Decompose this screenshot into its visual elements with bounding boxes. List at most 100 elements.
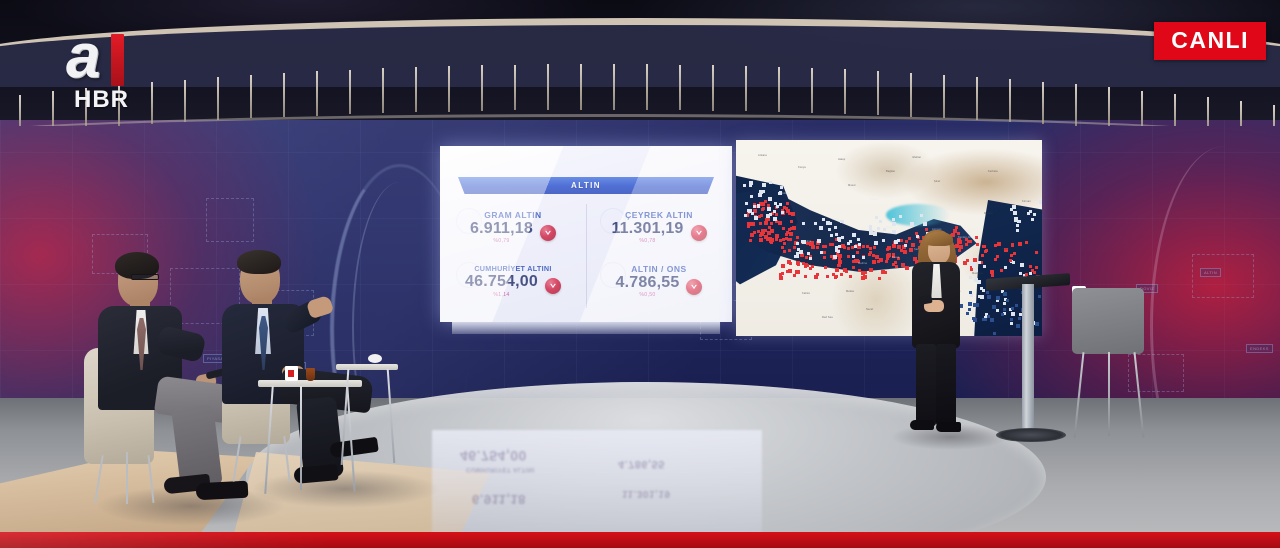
white-marker [779, 185, 783, 189]
railing-post [613, 64, 615, 110]
red-marker [769, 239, 773, 243]
white-marker [818, 226, 823, 231]
white-marker [969, 293, 973, 297]
red-marker [1025, 241, 1029, 245]
railing-post [877, 70, 879, 116]
red-marker [756, 230, 760, 234]
red-marker [782, 250, 786, 254]
blue-marker [1011, 307, 1015, 311]
red-marker [835, 252, 839, 256]
red-marker [747, 225, 751, 229]
blue-marker [1003, 308, 1007, 312]
red-marker [891, 253, 895, 257]
white-marker [882, 238, 886, 242]
white-marker [875, 216, 879, 220]
floor-reflection-altin: 46.754,00 CUMHURİYET ALTINI 6.911,18 4.7… [432, 430, 762, 538]
white-marker [1010, 208, 1014, 212]
red-marker [887, 246, 891, 250]
red-marker [837, 260, 842, 265]
blue-marker [1015, 304, 1019, 308]
red-marker [839, 272, 843, 276]
red-marker [891, 243, 896, 248]
chair-leg [126, 452, 128, 504]
red-marker [779, 272, 783, 276]
red-marker [789, 237, 793, 241]
red-marker [790, 211, 795, 216]
white-marker [873, 232, 878, 237]
hair [237, 250, 281, 274]
side-table-right [336, 364, 398, 370]
map-label: Kirman [1022, 200, 1031, 203]
map-label: Adana [782, 192, 791, 195]
red-marker [787, 227, 791, 231]
red-marker [760, 231, 765, 236]
red-marker [963, 261, 968, 266]
white-marker [773, 209, 777, 213]
map-label: Basra [892, 256, 900, 259]
white-marker [762, 182, 767, 187]
railing-post [415, 67, 417, 113]
blue-marker [996, 296, 1001, 301]
railing-post [646, 64, 648, 111]
railing-post [19, 94, 21, 126]
white-marker [1003, 298, 1007, 302]
white-marker [774, 202, 778, 205]
white-marker [910, 221, 915, 226]
map-label: Necef [866, 308, 874, 311]
red-marker [796, 270, 801, 275]
white-marker [816, 238, 821, 243]
hair-fringe [925, 232, 953, 246]
railing-post [151, 82, 153, 124]
blue-marker [993, 331, 997, 335]
red-marker [865, 244, 869, 248]
map-label: Mekke [846, 290, 855, 293]
blue-marker [975, 302, 980, 307]
altin-banner-title: ALTIN [571, 181, 601, 190]
red-marker [967, 240, 971, 244]
red-marker [797, 262, 801, 266]
red-marker [856, 245, 861, 250]
blue-marker [1006, 299, 1010, 303]
white-marker [1019, 271, 1023, 275]
blue-marker [973, 302, 978, 307]
red-marker [952, 228, 957, 233]
white-marker [838, 244, 842, 248]
red-marker [775, 212, 779, 216]
side-table-left [258, 380, 362, 387]
map-label: Şiraz [934, 180, 941, 183]
red-marker [900, 238, 904, 242]
white-marker [768, 212, 772, 216]
red-marker [782, 206, 786, 210]
white-marker [749, 184, 753, 188]
red-marker [781, 245, 785, 249]
red-marker [892, 263, 896, 267]
red-marker [911, 242, 916, 247]
coffee-mug [285, 366, 298, 381]
map-label: Medine [858, 262, 868, 265]
red-marker [810, 240, 815, 245]
white-marker [868, 231, 873, 236]
white-marker [762, 190, 766, 194]
red-marker [975, 243, 979, 246]
red-marker [775, 238, 779, 242]
white-marker [768, 197, 773, 202]
railing-post [811, 68, 813, 114]
red-marker [884, 260, 888, 264]
red-marker [791, 225, 796, 230]
red-marker [993, 244, 997, 248]
blue-marker [1015, 324, 1020, 329]
mug-logo [288, 370, 294, 377]
red-marker [958, 245, 962, 249]
white-marker [984, 313, 988, 317]
shoe [910, 420, 934, 430]
map-label: Dubai [804, 240, 812, 243]
tea-glass [306, 368, 315, 381]
quote-percent: %0,79 [493, 238, 510, 245]
map-label: Riyad [832, 218, 840, 221]
red-marker [746, 221, 751, 226]
quote-value: 4.786,55 [615, 273, 680, 291]
white-marker [857, 243, 861, 247]
white-marker [892, 230, 897, 235]
channel-logo: a HBR [60, 25, 144, 113]
red-marker [822, 251, 826, 255]
